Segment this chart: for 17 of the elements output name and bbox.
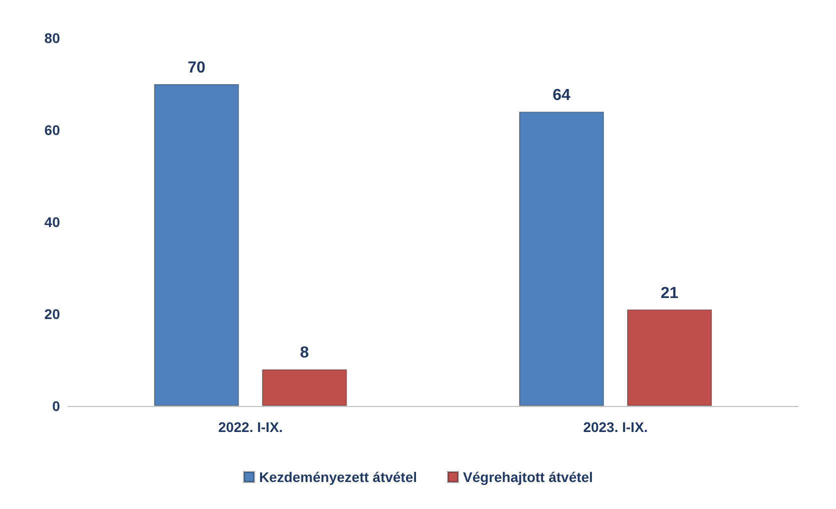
y-tick-label: 0 [52, 398, 60, 414]
y-tick-label: 20 [44, 306, 60, 322]
data-label: 21 [660, 284, 678, 302]
bar [262, 369, 347, 406]
x-tick-label: 2022. I-IX. [218, 419, 283, 435]
y-tick-label: 60 [44, 122, 60, 138]
data-label: 64 [552, 87, 571, 104]
legend-label: Végrehajtott átvétel [463, 469, 593, 485]
bar [154, 84, 240, 406]
y-tick-label: 40 [44, 214, 60, 230]
data-label: 8 [300, 344, 310, 362]
bar [519, 112, 604, 406]
y-tick-label: 80 [44, 30, 60, 46]
legend-label: Kezdeményezett átvétel [259, 469, 418, 485]
x-tick-label: 2023. I-IX. [583, 419, 648, 435]
bar [626, 309, 712, 406]
data-label: 70 [188, 60, 206, 76]
